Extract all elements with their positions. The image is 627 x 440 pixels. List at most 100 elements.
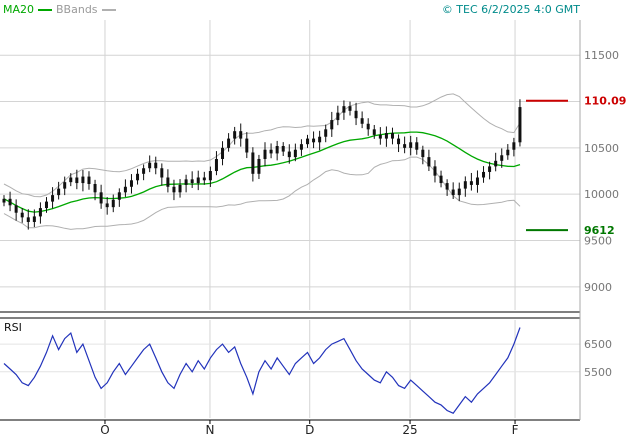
candle-body [190, 179, 194, 184]
level-label: 9612 [584, 224, 615, 237]
ma20-line [3, 131, 521, 213]
candle-body [154, 162, 158, 169]
price-axis-label: 10500 [584, 142, 619, 155]
price-axis-label: 9000 [584, 281, 612, 294]
candle-body [403, 144, 407, 148]
candle-body [342, 106, 346, 113]
candle-body [287, 151, 291, 158]
candle-body [348, 106, 352, 111]
candle-body [372, 129, 376, 135]
candle-body [202, 177, 206, 181]
candle-body [63, 182, 67, 189]
candle-body [87, 176, 91, 184]
candle-body [227, 138, 231, 148]
bbands-legend-label: BBands [56, 3, 98, 16]
candle-body [500, 155, 504, 161]
candle-body [378, 134, 382, 139]
candle-body [148, 162, 152, 169]
candle-body [318, 136, 322, 143]
candle-body [208, 171, 212, 181]
candle-body [166, 177, 170, 187]
candle-body [518, 107, 522, 143]
ma20-legend-swatch [38, 8, 53, 11]
candle-body [239, 131, 243, 139]
candle-body [354, 110, 358, 119]
month-label: N [205, 423, 214, 437]
candle-body [306, 138, 309, 145]
candle-body [32, 216, 36, 222]
candle-body [8, 198, 12, 206]
candle-body [251, 152, 255, 174]
candle-body [439, 175, 443, 184]
candle-body [275, 146, 279, 154]
candle-body [366, 123, 370, 130]
candle-body [488, 166, 492, 172]
legend: MA20 BBands [3, 3, 116, 16]
bbands-legend-swatch [101, 8, 116, 11]
rsi-panel-label: RSI [4, 321, 22, 334]
candle-body [427, 157, 431, 167]
candle-body [336, 112, 340, 121]
month-label: 25 [402, 423, 417, 437]
candle-body [14, 205, 18, 213]
candle-body [469, 181, 473, 185]
candle-body [196, 177, 200, 184]
candle-body [38, 208, 42, 217]
candle-body [81, 176, 85, 184]
candle-body [214, 158, 218, 172]
candle-body [233, 131, 237, 139]
candle-body [257, 158, 261, 174]
bollinger-upper-line [3, 93, 521, 198]
candle-body [142, 168, 146, 174]
candle-body [293, 149, 297, 158]
bollinger-lower-line [3, 156, 521, 230]
candle-body [93, 183, 97, 193]
candle-body [20, 212, 24, 218]
candle-body [299, 144, 303, 150]
candle-body [445, 183, 449, 190]
candle-body [451, 189, 455, 196]
candle-body [69, 177, 73, 183]
price-axis-label: 11500 [584, 49, 619, 62]
candle-body [2, 198, 6, 203]
candle-body [421, 149, 425, 158]
candle-body [475, 177, 479, 185]
candle-body [136, 173, 140, 181]
candle-body [409, 142, 413, 148]
copyright-text: © TEC 6/2/2025 4:0 GMT [441, 3, 580, 16]
candle-body [312, 138, 316, 143]
month-label: D [305, 423, 314, 437]
price-axis-label: 9500 [584, 235, 612, 248]
candle-body [111, 199, 115, 208]
candle-body [281, 146, 285, 152]
rsi-line [3, 327, 521, 414]
candle-body [482, 171, 486, 178]
ma20-legend-label: MA20 [3, 3, 35, 16]
candle-body [221, 147, 225, 159]
candle-body [44, 201, 48, 209]
candle-body [117, 192, 121, 200]
candle-body [57, 188, 61, 196]
candle-body [397, 138, 401, 145]
price-axis-label: 10000 [584, 188, 619, 201]
month-label: O [100, 423, 109, 437]
candle-body [129, 180, 133, 187]
candle-body [433, 166, 437, 176]
rsi-axis-label: 6500 [584, 338, 612, 351]
candle-body [105, 203, 109, 208]
candle-body [123, 186, 127, 193]
candle-body [494, 160, 498, 167]
level-label: 110.09 [584, 95, 626, 108]
candle-body [160, 168, 164, 178]
candle-body [51, 195, 55, 202]
candle-body [184, 179, 188, 185]
candle-body [172, 186, 176, 193]
candle-body [26, 217, 30, 222]
candle-body [245, 138, 249, 153]
candle-body [178, 184, 182, 193]
candle-body [269, 149, 273, 154]
candle-body [390, 133, 394, 139]
candle-body [457, 188, 461, 196]
